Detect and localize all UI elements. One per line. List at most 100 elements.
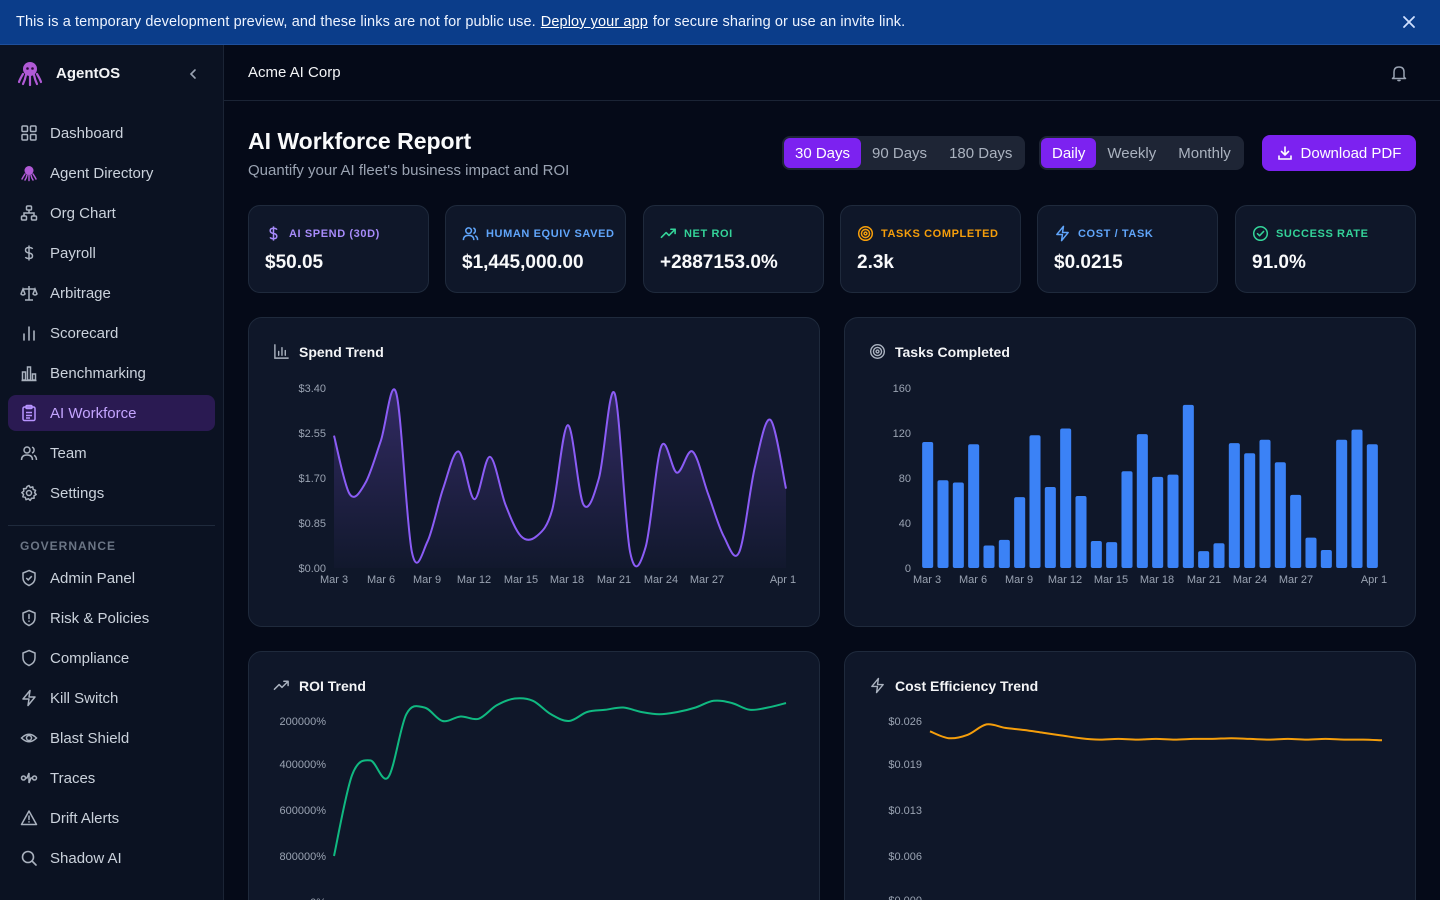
y-tick-label: 200000% bbox=[280, 716, 327, 728]
task-bar bbox=[1290, 494, 1302, 568]
sidebar-item-label: Settings bbox=[50, 484, 105, 502]
chevron-left-icon[interactable] bbox=[186, 67, 200, 81]
close-icon[interactable] bbox=[1400, 13, 1418, 31]
kpi-label-row: SUCCESS RATE bbox=[1252, 225, 1369, 242]
sidebar-item-agent-directory[interactable]: Agent Directory bbox=[8, 155, 215, 191]
sidebar-item-payroll[interactable]: Payroll bbox=[8, 235, 215, 271]
task-bar bbox=[1060, 428, 1072, 568]
bolt-icon bbox=[22, 689, 36, 707]
task-bar bbox=[1320, 550, 1332, 568]
chart-title-text: Cost Efficiency Trend bbox=[895, 677, 1039, 694]
sidebar-item-drift-alerts[interactable]: Drift Alerts bbox=[8, 800, 215, 836]
task-bar bbox=[1259, 439, 1271, 568]
y-tick-label: 600000% bbox=[280, 805, 327, 817]
y-tick-label: $1.70 bbox=[298, 473, 326, 485]
target-icon bbox=[869, 343, 886, 360]
granularity-monthly[interactable]: Monthly bbox=[1178, 144, 1231, 162]
bell-icon[interactable] bbox=[1390, 64, 1408, 82]
y-tick-label: $0.000 bbox=[888, 895, 922, 900]
sidebar-item-label: Agent Directory bbox=[50, 164, 154, 182]
kpi-label: SUCCESS RATE bbox=[1276, 227, 1369, 240]
sidebar-item-blast-shield[interactable]: Blast Shield bbox=[8, 720, 215, 756]
task-bar bbox=[1366, 444, 1378, 568]
octopus-logo-icon bbox=[17, 62, 43, 87]
x-tick-label: Mar 27 bbox=[690, 574, 724, 586]
task-bar bbox=[1198, 551, 1210, 568]
task-bar bbox=[998, 539, 1010, 568]
x-tick-label: Apr 1 bbox=[1361, 574, 1387, 586]
dollar-icon bbox=[24, 245, 34, 261]
search-icon bbox=[21, 850, 37, 866]
bolt-icon bbox=[871, 677, 884, 694]
task-bar bbox=[968, 444, 980, 568]
sidebar: AgentOS Dashboard Agent Directory Org Ch… bbox=[0, 45, 224, 900]
kpi-human-equiv-saved: HUMAN EQUIV SAVED $1,445,000.00 bbox=[445, 205, 626, 293]
sidebar-item-arbitrage[interactable]: Arbitrage bbox=[8, 275, 215, 311]
task-bar bbox=[1274, 462, 1286, 568]
sidebar-item-benchmarking[interactable]: Benchmarking bbox=[8, 355, 215, 391]
kpi-ai-spend: AI SPEND (30D) $50.05 bbox=[248, 205, 429, 293]
banner-text: This is a temporary development preview,… bbox=[16, 14, 536, 30]
task-bar bbox=[1182, 404, 1194, 568]
sidebar-item-label: Risk & Policies bbox=[50, 609, 150, 627]
task-bar bbox=[1336, 439, 1348, 568]
sidebar-item-label: Org Chart bbox=[50, 204, 116, 222]
shield-check-icon bbox=[22, 569, 36, 587]
kpi-cost-per-task: COST / TASK $0.0215 bbox=[1037, 205, 1218, 293]
sidebar-item-risk-policies[interactable]: Risk & Policies bbox=[8, 600, 215, 636]
download-pdf-button[interactable]: Download PDF bbox=[1262, 135, 1416, 171]
sidebar-item-label: Admin Panel bbox=[50, 569, 136, 587]
x-tick-label: Mar 9 bbox=[1005, 574, 1033, 586]
task-bar bbox=[1228, 443, 1240, 568]
sidebar-item-org-chart[interactable]: Org Chart bbox=[8, 195, 215, 231]
sidebar-item-label: Compliance bbox=[50, 649, 130, 667]
y-tick-label: $0.00 bbox=[298, 563, 326, 575]
kpi-value: $1,445,000.00 bbox=[462, 252, 584, 273]
roi-trend-chart: 200000% 400000% 600000% 800000% 0% bbox=[280, 697, 787, 900]
tasks-completed-chart: 0 40 80 120 160 Mar 3 Mar 6 Mar 9 Mar 12 Mar 15 Ma… bbox=[893, 383, 1388, 586]
nav-divider bbox=[8, 525, 215, 526]
sidebar-item-settings[interactable]: Settings bbox=[8, 475, 215, 511]
x-tick-label: Mar 12 bbox=[1048, 574, 1082, 586]
x-tick-label: Mar 12 bbox=[457, 574, 491, 586]
sidebar-item-label: Drift Alerts bbox=[50, 809, 120, 827]
sidebar-item-admin-panel[interactable]: Admin Panel bbox=[8, 560, 215, 596]
sidebar-item-label: Team bbox=[50, 444, 87, 462]
granularity-weekly[interactable]: Weekly bbox=[1107, 144, 1157, 162]
kpi-tasks-completed: TASKS COMPLETED 2.3k bbox=[840, 205, 1021, 293]
sidebar-item-kill-switch[interactable]: Kill Switch bbox=[8, 680, 215, 716]
range-180-days[interactable]: 180 Days bbox=[949, 144, 1013, 162]
bar-chart-icon bbox=[274, 344, 289, 359]
deploy-link[interactable]: Deploy your app bbox=[540, 14, 648, 30]
y-tick-label: $0.013 bbox=[888, 805, 922, 817]
page-title: AI Workforce Report bbox=[248, 128, 472, 154]
y-tick-label: $3.40 bbox=[298, 383, 326, 395]
warning-icon bbox=[20, 810, 38, 826]
task-bar bbox=[983, 545, 995, 568]
sidebar-item-shadow-ai[interactable]: Shadow AI bbox=[8, 840, 215, 876]
x-tick-label: Apr 1 bbox=[770, 574, 796, 586]
kpi-label-row: AI SPEND (30D) bbox=[265, 225, 380, 242]
sidebar-item-scorecard[interactable]: Scorecard bbox=[8, 315, 215, 351]
gear-icon bbox=[21, 484, 37, 502]
sidebar-item-team[interactable]: Team bbox=[8, 435, 215, 471]
sidebar-item-traces[interactable]: Traces bbox=[8, 760, 215, 796]
x-tick-label: Mar 18 bbox=[550, 574, 584, 586]
y-tick-label: $2.55 bbox=[298, 428, 326, 440]
sidebar-item-label: Shadow AI bbox=[50, 849, 122, 867]
governance-nav: Admin Panel Risk & Policies Compliance K… bbox=[8, 560, 215, 880]
brand[interactable]: AgentOS bbox=[0, 45, 223, 101]
sidebar-item-dashboard[interactable]: Dashboard bbox=[8, 115, 215, 151]
kpi-label-row: HUMAN EQUIV SAVED bbox=[462, 225, 615, 242]
sidebar-item-ai-workforce[interactable]: AI Workforce bbox=[8, 395, 215, 431]
chart-title: Spend Trend bbox=[273, 343, 384, 360]
range-90-days[interactable]: 90 Days bbox=[872, 144, 928, 162]
range-30-days[interactable]: 30 Days bbox=[784, 138, 862, 168]
range-selector: 30 Days 90 Days 180 Days bbox=[782, 136, 1026, 170]
granularity-daily[interactable]: Daily bbox=[1041, 138, 1097, 168]
chart-title: Tasks Completed bbox=[869, 343, 1010, 360]
main-nav: Dashboard Agent Directory Org Chart Payr… bbox=[8, 115, 215, 515]
roi-trend-card: 200000% 400000% 600000% 800000% 0% ROI Trend bbox=[248, 651, 820, 900]
tasks-completed-card: 0 40 80 120 160 Mar 3 Mar 6 Mar 9 Mar 12 Mar 15 Ma… bbox=[844, 317, 1416, 627]
sidebar-item-compliance[interactable]: Compliance bbox=[8, 640, 215, 676]
